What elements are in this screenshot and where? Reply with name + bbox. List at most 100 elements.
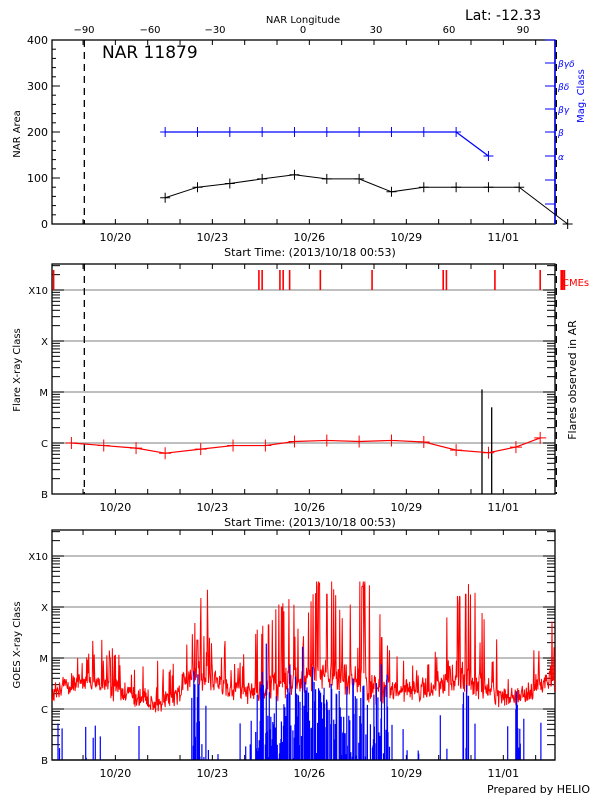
panel2-ylabel: Flare X-ray Class [12, 328, 23, 412]
panel2-y-tick-label: B [41, 490, 48, 501]
panel2-x-tick-label: 10/29 [390, 501, 422, 514]
flare-class-point [320, 434, 333, 447]
panel1-y2label: Mag. Class [576, 69, 587, 123]
panel1-y2-tick-label: βγδ [557, 60, 575, 70]
cme-label: CMEs [562, 278, 589, 289]
mag-class-point [160, 127, 171, 137]
flare-class-point [482, 446, 495, 459]
flare-class-point [509, 441, 522, 454]
panel2-y-tick-label: C [41, 439, 48, 450]
panel2-xlabel: Start Time: (2013/10/18 00:53) [224, 516, 396, 529]
mag-class-point [354, 127, 365, 137]
panel1-y2-tick-label: β [557, 129, 564, 139]
area-point [224, 178, 235, 189]
top-axis-label: NAR Longitude [266, 15, 340, 26]
panel1-x-tick-label: 10/20 [100, 231, 132, 244]
flare-class-point [534, 431, 547, 444]
panel3-y-tick-label: X [41, 603, 48, 614]
panel1-y2-tick-label: α [558, 153, 564, 163]
area-point [257, 173, 268, 184]
panel1-y-tick-label: 0 [41, 218, 48, 231]
panel2-y2label: Flares observed in AR [566, 320, 579, 440]
flare-class-point [385, 434, 398, 447]
panel1-x-tick-label: 10/29 [390, 231, 422, 244]
panel1-xlabel: Start Time: (2013/10/18 00:53) [224, 246, 396, 259]
panel2-x-tick-label: 10/26 [293, 501, 325, 514]
panel3-y-tick-label: C [41, 705, 48, 716]
panel2-x-tick-label: 10/20 [100, 501, 132, 514]
flare-class-point [450, 444, 463, 457]
area-point [321, 173, 332, 184]
area-point [418, 182, 429, 193]
panel1-longitude-tick-label: −60 [139, 25, 160, 36]
panel1-x-tick-label: 11/01 [487, 231, 519, 244]
mag-class-point [418, 127, 429, 137]
area-point [386, 186, 397, 197]
panel1-longitude-tick-label: 60 [443, 25, 456, 36]
panel3-y-tick-label: X10 [28, 552, 48, 563]
flare-class-point [417, 435, 430, 448]
flare-class-point [159, 447, 172, 460]
panel1-x-tick-label: 10/23 [197, 231, 229, 244]
goes-short-channel-bars [57, 643, 542, 760]
panel1-longitude-tick-label: 90 [517, 25, 530, 36]
flare-class-point [194, 443, 207, 456]
goes-long-channel-line [51, 581, 555, 713]
flare-class-point [97, 439, 110, 452]
mag-class-point [289, 127, 300, 137]
panel1-y-tick-label: 300 [27, 80, 48, 93]
region-label: NAR 11879 [102, 43, 198, 63]
panel1-longitude-tick-label: −90 [73, 25, 94, 36]
panel3-x-tick-label: 10/20 [100, 767, 132, 780]
area-point [451, 182, 462, 193]
flare-class-point [288, 435, 301, 448]
panel3-x-tick-label: 11/01 [487, 767, 519, 780]
panel1-ylabel: NAR Area [12, 110, 23, 157]
flare-class-point [130, 442, 143, 455]
flare-class-point [259, 439, 272, 452]
area-point [514, 182, 525, 193]
panel2-x-tick-label: 11/01 [487, 501, 519, 514]
mag-class-point [257, 127, 268, 137]
flare-class-line [71, 437, 541, 454]
panel2-y-tick-label: M [39, 388, 48, 399]
mag-class-point [192, 127, 203, 137]
panel3-x-tick-label: 10/23 [197, 767, 229, 780]
panel1-x-tick-label: 10/26 [293, 231, 325, 244]
panel3-y-tick-label: M [39, 654, 48, 665]
footer-credit: Prepared by HELIO [487, 783, 590, 796]
flare-class-point [65, 437, 78, 449]
area-point [160, 192, 171, 203]
panel1-y-tick-label: 400 [27, 34, 48, 47]
mag-class-point [451, 127, 462, 137]
area-line [164, 174, 568, 225]
mag-class-point [321, 127, 332, 137]
area-point [192, 182, 203, 193]
plots-layer: 10/20 10/23 10/26 10/29 11/01 −90 −60 −30 0 30 60 9… [27, 25, 575, 780]
panel2-x-tick-label: 10/23 [197, 501, 229, 514]
panel1-y2-tick-label: βδ [557, 83, 570, 93]
flare-class-point [227, 439, 240, 452]
mag-class-point [386, 127, 397, 137]
mag-class-point [483, 151, 494, 161]
area-point [483, 182, 494, 193]
panel1-longitude-tick-label: −30 [204, 25, 225, 36]
panel3-ylabel: GOES X-ray Class [12, 601, 23, 688]
panel2-frame [51, 263, 556, 495]
panel1-longitude-tick-label: 30 [370, 25, 383, 36]
latitude-label: Lat: -12.33 [465, 8, 541, 24]
mag-class-point [224, 127, 235, 137]
panel2-y-tick-label: X10 [28, 286, 48, 297]
area-point [354, 173, 365, 184]
panel1-longitude-tick-label: 0 [300, 25, 306, 36]
panel2-y-tick-label: X [41, 337, 48, 348]
panel1-y-tick-label: 200 [27, 126, 48, 139]
panel3-x-tick-label: 10/29 [390, 767, 422, 780]
panel3-x-tick-label: 10/26 [293, 767, 325, 780]
area-point [289, 169, 300, 180]
flare-class-point [353, 435, 366, 448]
panel1-y-tick-label: 100 [27, 172, 48, 185]
area-point [562, 219, 573, 229]
panel3-y-tick-label: B [41, 756, 48, 767]
